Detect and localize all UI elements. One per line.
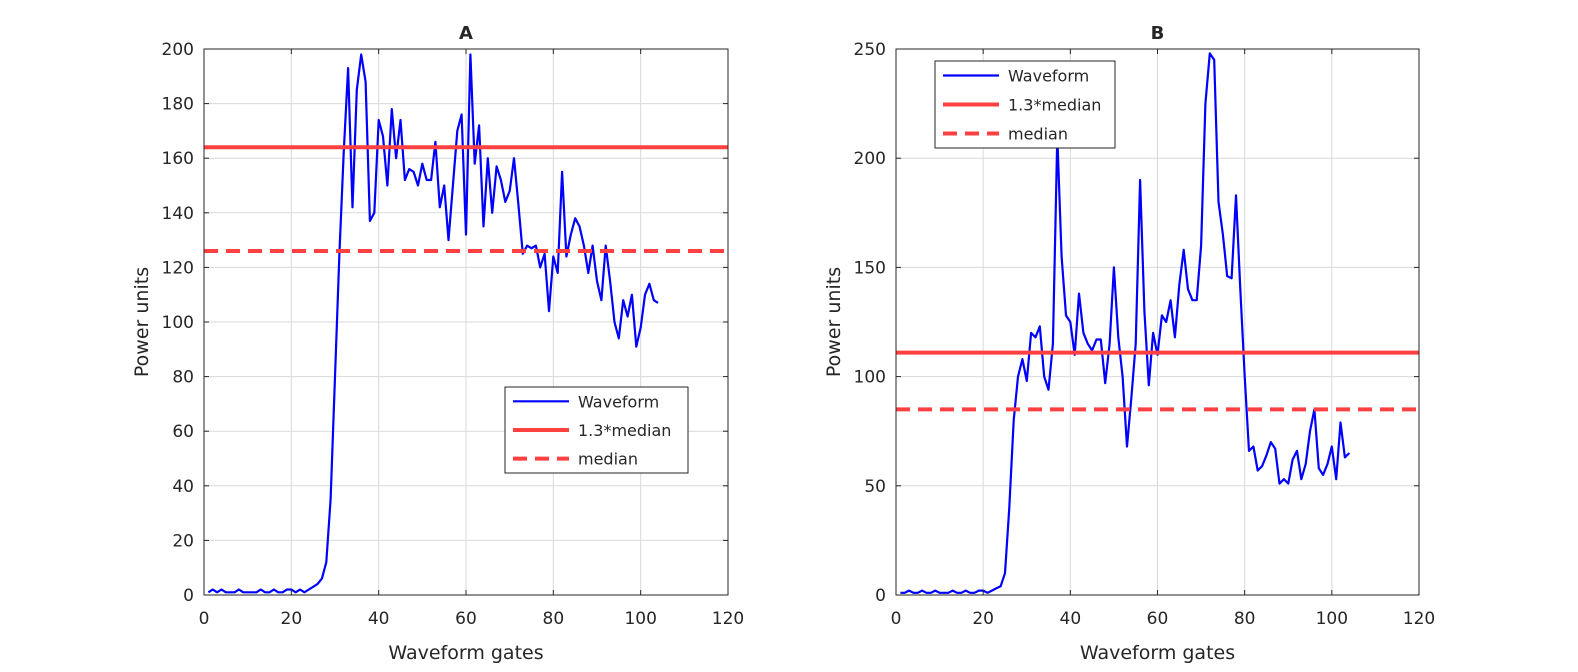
y-tick-label: 0	[875, 586, 886, 606]
y-tick-label: 80	[172, 368, 194, 388]
y-tick-label: 200	[854, 149, 886, 169]
x-tick-label: 120	[1403, 609, 1435, 629]
legend-label: Waveform	[578, 392, 659, 411]
y-tick-label: 0	[183, 586, 194, 606]
x-tick-label: 0	[891, 609, 902, 629]
y-tick-label: 60	[172, 422, 194, 442]
x-tick-label: 60	[1147, 609, 1169, 629]
y-tick-label: 140	[162, 204, 194, 224]
x-axis-label: Waveform gates	[1080, 642, 1235, 664]
y-tick-label: 100	[854, 368, 886, 388]
x-tick-label: 100	[624, 609, 656, 629]
x-tick-label: 80	[1234, 609, 1256, 629]
y-tick-label: 20	[172, 531, 194, 551]
x-tick-label: 40	[1060, 609, 1082, 629]
y-tick-label: 50	[864, 477, 886, 497]
y-tick-label: 120	[162, 258, 194, 278]
legend-label: 1.3*median	[578, 421, 671, 440]
subplot-b: 0 20 40 60 80 100 120 0 50 100 150 200 250 B Waveform …	[823, 23, 1435, 664]
legend-label: Waveform	[1008, 67, 1089, 86]
y-tick-label: 250	[854, 40, 886, 60]
x-axis-label: Waveform gates	[388, 642, 543, 664]
x-tick-label: 40	[368, 609, 390, 629]
y-axis-label: Power units	[131, 267, 153, 377]
y-tick-label: 150	[854, 258, 886, 278]
chart-title: A	[459, 23, 473, 44]
legend: Waveform 1.3*median median	[504, 386, 689, 474]
x-tick-label: 60	[455, 609, 477, 629]
x-tick-label: 120	[712, 609, 744, 629]
y-axis-label: Power units	[823, 267, 845, 377]
legend-label: median	[1008, 125, 1068, 144]
y-tick-label: 40	[172, 477, 194, 497]
legend-label: 1.3*median	[1008, 96, 1101, 115]
x-tick-label: 20	[972, 609, 994, 629]
y-tick-label: 160	[162, 149, 194, 169]
subplot-a: 0 20 40 60 80 100 120 0 20 40 60 80 100 120 140 160 180 2…	[131, 23, 744, 664]
legend: Waveform 1.3*median median	[934, 60, 1116, 149]
legend-label: median	[578, 450, 638, 469]
chart-title: B	[1151, 23, 1165, 44]
y-tick-label: 200	[162, 40, 194, 60]
series-waveform	[900, 52, 1351, 594]
x-tick-label: 80	[543, 609, 565, 629]
x-tick-label: 0	[199, 609, 210, 629]
series-waveform	[207, 53, 659, 594]
y-tick-label: 180	[162, 95, 194, 115]
x-tick-label: 100	[1316, 609, 1348, 629]
x-tick-label: 20	[281, 609, 303, 629]
y-tick-label: 100	[162, 313, 194, 333]
